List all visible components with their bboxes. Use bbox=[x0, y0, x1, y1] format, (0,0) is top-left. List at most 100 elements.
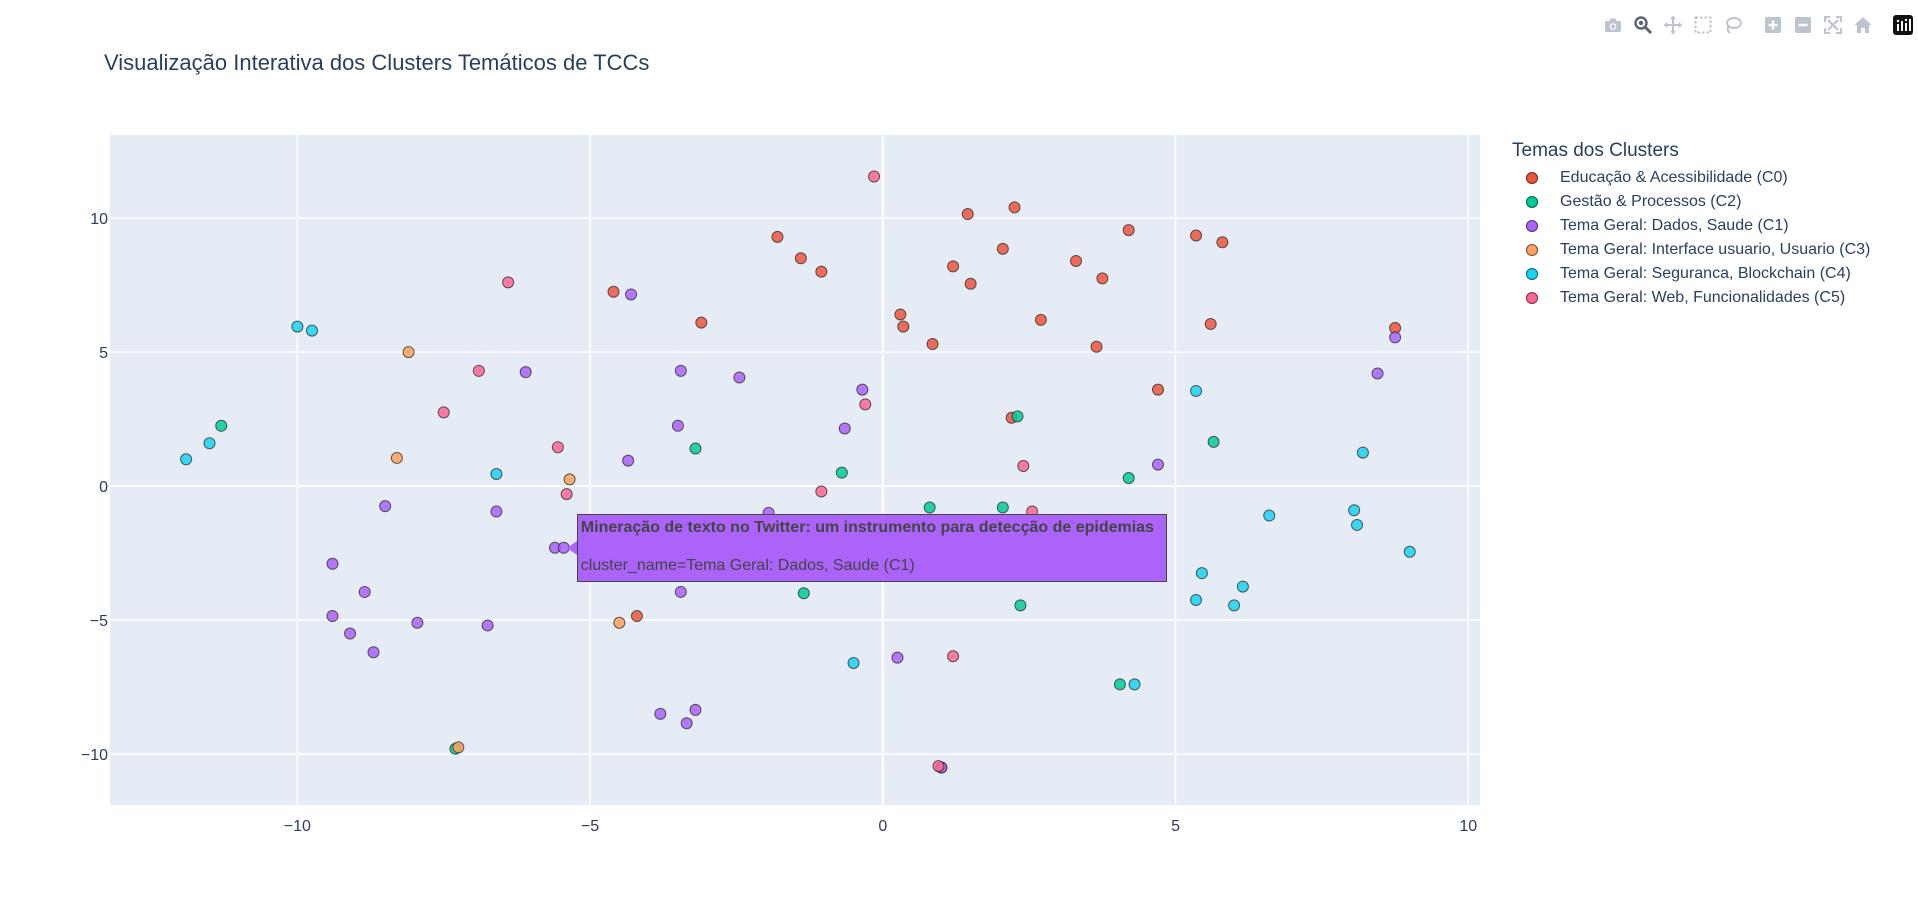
data-point[interactable] bbox=[502, 276, 515, 289]
data-point[interactable] bbox=[402, 346, 415, 359]
data-point[interactable] bbox=[797, 587, 810, 600]
data-point[interactable] bbox=[1389, 331, 1402, 344]
data-point[interactable] bbox=[1128, 678, 1141, 691]
data-point[interactable] bbox=[344, 627, 357, 640]
data-point[interactable] bbox=[1190, 593, 1203, 606]
data-point[interactable] bbox=[622, 454, 635, 467]
data-point[interactable] bbox=[563, 473, 576, 486]
data-point[interactable] bbox=[891, 651, 904, 664]
data-point[interactable] bbox=[1011, 410, 1024, 423]
data-point[interactable] bbox=[1348, 504, 1361, 517]
data-point[interactable] bbox=[1371, 367, 1384, 380]
data-point[interactable] bbox=[771, 230, 784, 243]
data-point[interactable] bbox=[947, 260, 960, 273]
data-point[interactable] bbox=[996, 242, 1009, 255]
data-point[interactable] bbox=[926, 338, 939, 351]
data-point[interactable] bbox=[203, 437, 216, 450]
data-point[interactable] bbox=[680, 717, 693, 730]
data-point[interactable] bbox=[560, 488, 573, 501]
data-point[interactable] bbox=[437, 406, 450, 419]
data-point[interactable] bbox=[847, 656, 860, 669]
data-point[interactable] bbox=[815, 485, 828, 498]
data-point[interactable] bbox=[390, 451, 403, 464]
data-point[interactable] bbox=[1204, 317, 1217, 330]
zoom-icon[interactable] bbox=[1628, 12, 1658, 38]
data-point[interactable] bbox=[1190, 229, 1203, 242]
data-point[interactable] bbox=[180, 453, 193, 466]
data-point[interactable] bbox=[1070, 254, 1083, 267]
data-point[interactable] bbox=[379, 500, 392, 513]
data-point[interactable] bbox=[551, 441, 564, 454]
data-point[interactable] bbox=[996, 501, 1009, 514]
data-point[interactable] bbox=[1216, 236, 1229, 249]
data-point[interactable] bbox=[654, 707, 667, 720]
data-point[interactable] bbox=[607, 285, 620, 298]
data-point[interactable] bbox=[1090, 340, 1103, 353]
data-point[interactable] bbox=[689, 703, 702, 716]
data-point[interactable] bbox=[1151, 458, 1164, 471]
data-point[interactable] bbox=[519, 366, 532, 379]
data-point[interactable] bbox=[859, 398, 872, 411]
camera-icon[interactable] bbox=[1598, 12, 1628, 38]
data-point[interactable] bbox=[490, 505, 503, 518]
data-point[interactable] bbox=[630, 610, 643, 623]
data-point[interactable] bbox=[1017, 459, 1030, 472]
data-point[interactable] bbox=[215, 419, 228, 432]
data-point[interactable] bbox=[1356, 446, 1369, 459]
data-point[interactable] bbox=[856, 383, 869, 396]
plotly-logo-icon[interactable] bbox=[1888, 12, 1918, 38]
data-point[interactable] bbox=[1263, 509, 1276, 522]
data-point[interactable] bbox=[689, 442, 702, 455]
legend-item-c4[interactable]: Tema Geral: Seguranca, Blockchain (C4) bbox=[1512, 262, 1870, 286]
data-point[interactable] bbox=[1096, 272, 1109, 285]
data-point[interactable] bbox=[411, 616, 424, 629]
data-point[interactable] bbox=[1351, 518, 1364, 531]
data-point[interactable] bbox=[1195, 567, 1208, 580]
data-point[interactable] bbox=[964, 277, 977, 290]
data-point[interactable] bbox=[1151, 383, 1164, 396]
data-point[interactable] bbox=[326, 610, 339, 623]
data-point[interactable] bbox=[1122, 472, 1135, 485]
legend-item-c2[interactable]: Tema Geral: Dados, Saude (C1) bbox=[1512, 214, 1870, 238]
data-point[interactable] bbox=[481, 619, 494, 632]
data-point[interactable] bbox=[671, 419, 684, 432]
data-point[interactable] bbox=[1207, 435, 1220, 448]
data-point[interactable] bbox=[838, 422, 851, 435]
data-point[interactable] bbox=[613, 616, 626, 629]
data-point[interactable] bbox=[358, 585, 371, 598]
plot-area[interactable] bbox=[110, 135, 1480, 805]
data-point[interactable] bbox=[897, 320, 910, 333]
data-point[interactable] bbox=[1014, 599, 1027, 612]
data-point[interactable] bbox=[326, 557, 339, 570]
zoom-out-icon[interactable] bbox=[1788, 12, 1818, 38]
data-point[interactable] bbox=[490, 468, 503, 481]
reset-axes-icon[interactable] bbox=[1848, 12, 1878, 38]
data-point[interactable] bbox=[932, 760, 945, 773]
data-point[interactable] bbox=[947, 650, 960, 663]
legend-item-c0[interactable]: Educação & Acessibilidade (C0) bbox=[1512, 166, 1870, 190]
box-select-icon[interactable] bbox=[1688, 12, 1718, 38]
data-point[interactable] bbox=[868, 170, 881, 183]
legend-item-c3[interactable]: Tema Geral: Interface usuario, Usuario (… bbox=[1512, 238, 1870, 262]
data-point[interactable] bbox=[894, 308, 907, 321]
data-point[interactable] bbox=[305, 324, 318, 337]
data-point[interactable] bbox=[1034, 313, 1047, 326]
lasso-icon[interactable] bbox=[1718, 12, 1748, 38]
data-point[interactable] bbox=[923, 501, 936, 514]
data-point[interactable] bbox=[835, 466, 848, 479]
data-point[interactable] bbox=[815, 265, 828, 278]
data-point[interactable] bbox=[695, 316, 708, 329]
data-point[interactable] bbox=[1113, 678, 1126, 691]
data-point[interactable] bbox=[452, 741, 465, 754]
data-point[interactable] bbox=[961, 208, 974, 221]
data-point[interactable] bbox=[1403, 545, 1416, 558]
data-point[interactable] bbox=[794, 252, 807, 265]
data-point[interactable] bbox=[1190, 384, 1203, 397]
data-point[interactable] bbox=[733, 371, 746, 384]
data-point[interactable] bbox=[1236, 580, 1249, 593]
pan-icon[interactable] bbox=[1658, 12, 1688, 38]
data-point[interactable] bbox=[1122, 224, 1135, 237]
data-point[interactable] bbox=[674, 585, 687, 598]
data-point[interactable] bbox=[1008, 201, 1021, 214]
